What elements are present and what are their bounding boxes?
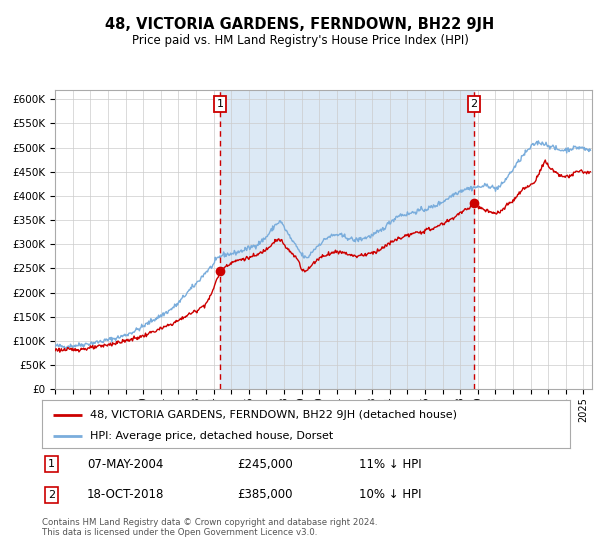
Text: Contains HM Land Registry data © Crown copyright and database right 2024.
This d: Contains HM Land Registry data © Crown c… xyxy=(42,518,377,538)
Text: 1: 1 xyxy=(48,459,55,469)
Text: 18-OCT-2018: 18-OCT-2018 xyxy=(87,488,164,501)
Bar xyxy=(220,90,474,389)
Text: 11% ↓ HPI: 11% ↓ HPI xyxy=(359,458,421,471)
Text: 48, VICTORIA GARDENS, FERNDOWN, BH22 9JH: 48, VICTORIA GARDENS, FERNDOWN, BH22 9JH xyxy=(106,17,494,32)
Text: £385,000: £385,000 xyxy=(238,488,293,501)
Text: 48, VICTORIA GARDENS, FERNDOWN, BH22 9JH (detached house): 48, VICTORIA GARDENS, FERNDOWN, BH22 9JH… xyxy=(89,410,457,419)
Text: HPI: Average price, detached house, Dorset: HPI: Average price, detached house, Dors… xyxy=(89,431,333,441)
Text: 1: 1 xyxy=(217,99,224,109)
Text: £245,000: £245,000 xyxy=(238,458,293,471)
Text: 2: 2 xyxy=(470,99,478,109)
Text: Price paid vs. HM Land Registry's House Price Index (HPI): Price paid vs. HM Land Registry's House … xyxy=(131,34,469,46)
Text: 07-MAY-2004: 07-MAY-2004 xyxy=(87,458,163,471)
Text: 2: 2 xyxy=(48,490,55,500)
Text: 10% ↓ HPI: 10% ↓ HPI xyxy=(359,488,421,501)
